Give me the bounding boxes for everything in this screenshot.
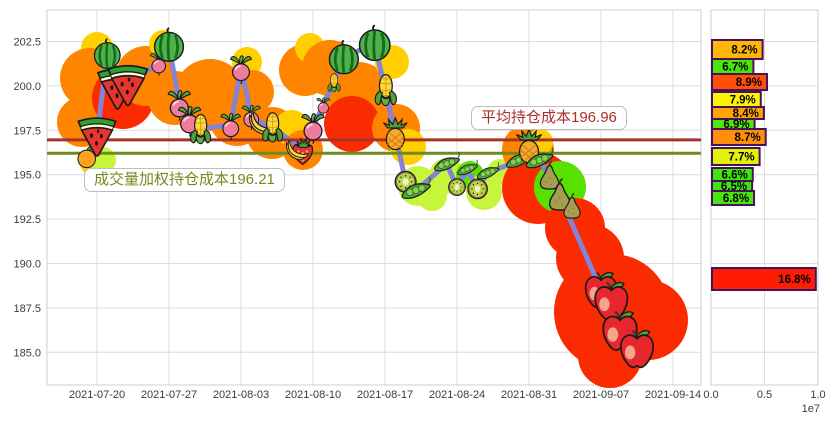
volume-bar-label: 8.9% [736,77,762,89]
fruit-kiwi-icon [467,178,488,200]
fruit-kiwi-icon [448,178,466,196]
volume-bar-label: 6.8% [723,193,749,205]
y-tick-label: 192.5 [13,214,41,226]
volume-bar-label: 8.4% [733,108,759,120]
y-tick-label: 200.0 [13,81,41,93]
volume-bar [711,147,761,166]
main-plot-border [46,9,702,386]
volume-bar [711,73,768,91]
y-tick-label: 195.0 [13,170,41,182]
volume-bar-label: 6.6% [722,170,748,182]
volume-bar-label: 8.2% [731,45,757,57]
volume-blobs [57,30,688,388]
x-tick-label: 2021-07-27 [141,389,197,401]
x-tick-label: 2021-07-20 [69,389,125,401]
volume-bar [711,190,756,206]
volume-bar [711,267,817,291]
volume-bar-label: 8.7% [734,132,760,144]
volume-blob [324,96,380,152]
x-tick-label: 2021-09-07 [573,389,629,401]
volume-x-tick-label: 1.0 [810,389,825,401]
volume-scale-label: 1e7 [802,403,820,415]
fruit-apple-icon [619,329,655,369]
volume-bar-label: 7.7% [728,152,754,164]
x-tick-label: 2021-08-17 [357,389,413,401]
volume-bar-label: 7.9% [730,95,756,107]
vwap-cost-label: 成交量加权持仓成本196.21 [84,168,285,192]
cost-lines [47,138,701,155]
x-tick-label: 2021-08-24 [429,389,485,401]
y-tick-label: 187.5 [13,303,41,315]
y-tick-label: 197.5 [13,125,41,137]
volume-x-tick-label: 0.0 [703,389,718,401]
x-tick-label: 2021-08-31 [501,389,557,401]
y-tick-label: 190.0 [13,259,41,271]
x-tick-label: 2021-09-14 [645,389,701,401]
y-tick-label: 202.5 [13,37,41,49]
y-tick-label: 185.0 [13,347,41,359]
volume-bar-label: 6.7% [722,62,748,74]
x-tick-label: 2021-08-10 [285,389,341,401]
volume-x-tick-label: 0.5 [757,389,772,401]
volume-bar-label: 16.8% [778,274,811,286]
axis-tick-labels: 2021-07-20 2021-07-27 2021-08-03 2021-08-10… [13,37,825,416]
avg-cost-label: 平均持仓成本196.96 [471,106,627,130]
x-tick-label: 2021-08-03 [213,389,269,401]
volume-bar [711,128,767,146]
volume-profile-bars: 8.2%6.7%8.9%7.9%8.4%6.9%8.7%7.7%6.6%6.5%… [711,39,817,291]
